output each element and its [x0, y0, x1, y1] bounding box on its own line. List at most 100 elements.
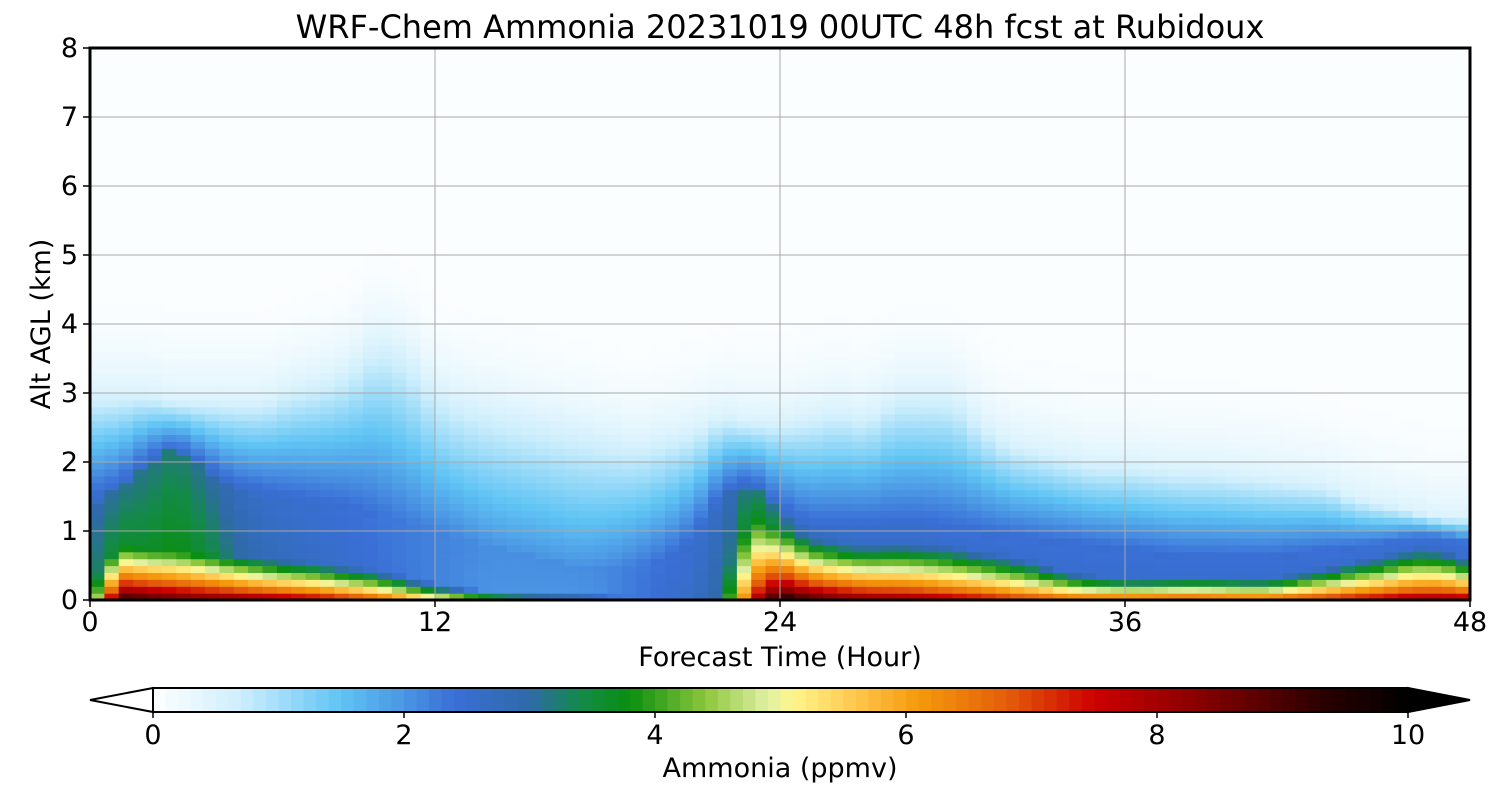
- field-cell: [722, 337, 738, 346]
- field-cell: [190, 441, 206, 449]
- field-cell: [578, 551, 594, 560]
- field-cell: [492, 344, 508, 353]
- field-cell: [636, 475, 652, 484]
- field-cell: [966, 475, 982, 484]
- field-cell: [104, 227, 120, 235]
- field-cell: [133, 593, 149, 601]
- field-cell: [808, 54, 824, 63]
- field-cell: [435, 572, 450, 580]
- field-cell: [550, 275, 565, 284]
- field-cell: [262, 448, 278, 456]
- field-cell: [780, 593, 795, 601]
- field-cell: [564, 261, 580, 270]
- field-cell: [851, 289, 867, 297]
- field-cell: [104, 303, 120, 311]
- field-cell: [133, 510, 149, 518]
- field-cell: [923, 130, 939, 139]
- field-cell: [909, 220, 925, 228]
- field-cell: [320, 393, 335, 401]
- field-cell: [147, 393, 163, 401]
- field-cell: [722, 441, 738, 449]
- field-cell: [320, 455, 335, 463]
- field-cell: [895, 255, 910, 263]
- field-cell: [276, 462, 292, 470]
- field-cell: [837, 579, 853, 587]
- field-cell: [665, 593, 680, 601]
- field-cell: [377, 344, 393, 353]
- field-cell: [851, 282, 867, 291]
- field-cell: [219, 365, 235, 373]
- field-cell: [463, 399, 479, 408]
- field-cell: [521, 179, 537, 187]
- field-cell: [837, 54, 853, 63]
- field-cell: [348, 441, 364, 449]
- field-cell: [550, 123, 565, 132]
- field-cell: [708, 537, 724, 546]
- field-cell: [966, 551, 982, 560]
- field-cell: [492, 531, 508, 539]
- field-cell: [363, 179, 379, 187]
- field-cell: [693, 462, 709, 470]
- field-cell: [334, 517, 350, 525]
- field-cell: [478, 172, 494, 180]
- field-cell: [147, 234, 163, 242]
- field-cell: [262, 317, 278, 325]
- field-cell: [895, 123, 910, 132]
- field-cell: [219, 475, 235, 484]
- field-cell: [535, 172, 551, 180]
- field-cell: [334, 365, 350, 373]
- field-cell: [650, 268, 666, 277]
- field-cell: [751, 213, 767, 222]
- field-cell: [938, 192, 954, 201]
- field-cell: [607, 420, 623, 429]
- field-cell: [765, 317, 781, 325]
- field-cell: [391, 199, 407, 208]
- field-cell: [449, 137, 465, 146]
- field-cell: [535, 344, 551, 353]
- field-cell: [205, 496, 220, 504]
- field-cell: [895, 165, 910, 173]
- field-cell: [722, 531, 738, 539]
- field-cell: [952, 372, 968, 380]
- field-cell: [636, 517, 652, 525]
- field-cell: [923, 220, 939, 228]
- field-cell: [118, 186, 134, 194]
- field-cell: [248, 379, 264, 387]
- field-cell: [176, 317, 192, 325]
- field-cell: [90, 54, 105, 63]
- field-cell: [348, 565, 364, 573]
- field-cell: [578, 310, 594, 318]
- field-cell: [305, 268, 321, 277]
- field-cell: [478, 324, 494, 332]
- field-cell: [219, 482, 235, 491]
- field-cell: [593, 358, 609, 366]
- field-cell: [391, 586, 407, 594]
- field-cell: [176, 192, 192, 201]
- field-cell: [147, 186, 163, 194]
- field-cell: [147, 379, 163, 387]
- field-cell: [665, 482, 680, 491]
- field-cell: [621, 317, 637, 325]
- field-cell: [90, 489, 105, 498]
- field-cell: [952, 130, 968, 139]
- field-cell: [535, 186, 551, 194]
- field-cell: [923, 496, 939, 504]
- field-cell: [981, 579, 997, 587]
- field-cell: [90, 524, 105, 532]
- field-cell: [320, 144, 335, 153]
- field-cell: [952, 455, 968, 463]
- field-cell: [765, 296, 781, 304]
- field-cell: [449, 475, 465, 484]
- field-cell: [190, 317, 206, 325]
- field-cell: [736, 68, 752, 77]
- field-cell: [118, 330, 134, 339]
- field-cell: [837, 310, 853, 318]
- field-cell: [693, 54, 709, 63]
- field-cell: [190, 413, 206, 422]
- field-cell: [104, 399, 120, 408]
- field-cell: [363, 199, 379, 208]
- field-cell: [262, 593, 278, 601]
- field-cell: [521, 89, 537, 97]
- field-cell: [147, 289, 163, 297]
- field-cell: [334, 399, 350, 408]
